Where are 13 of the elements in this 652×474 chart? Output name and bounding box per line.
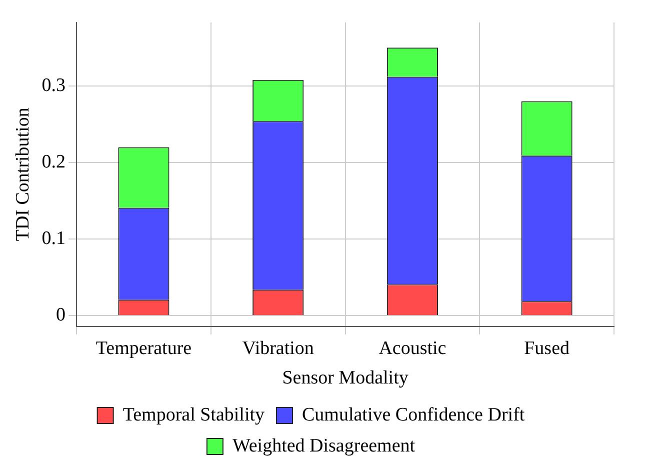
x-tick-label: Vibration: [242, 338, 314, 359]
x-tick-label: Acoustic: [378, 338, 446, 359]
y-tick-label: 0.2: [42, 152, 66, 173]
legend-label: Temporal Stability: [122, 404, 266, 426]
x-axis-title: Sensor Modality: [282, 368, 409, 389]
y-tick-label: 0.3: [42, 74, 66, 96]
legend-label: Cumulative Confidence Drift: [302, 404, 526, 426]
x-tick-label: Temperature: [96, 338, 192, 359]
y-tick-label: 0: [56, 304, 66, 326]
y-tick-label: 0.1: [42, 228, 66, 250]
y-axis-title: TDI Contribution: [12, 107, 34, 242]
x-tick-label: Fused: [524, 338, 570, 359]
legend-label: Weighted Disagreement: [232, 435, 416, 456]
